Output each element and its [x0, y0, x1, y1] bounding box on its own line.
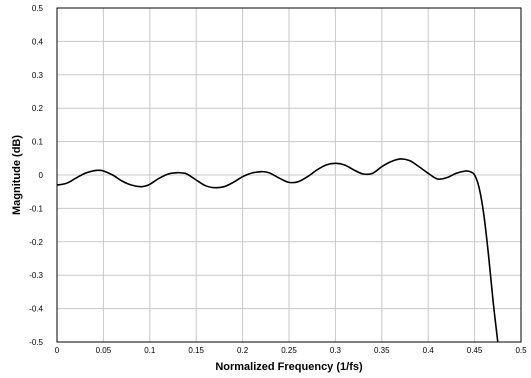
grid	[57, 8, 521, 342]
y-tick-label: 0.5	[32, 4, 44, 13]
x-tick-label: 0.45	[467, 346, 483, 355]
x-tick-label: 0.15	[188, 346, 204, 355]
y-tick-label: 0.3	[32, 71, 44, 80]
y-tick-label: 0	[39, 171, 44, 180]
y-tick-label: -0.3	[29, 271, 43, 280]
x-tick-labels: 0 0.05 0.1 0.15 0.2 0.25 0.3 0.35 0.4 0.45 0.5	[55, 346, 527, 355]
y-tick-label: -0.4	[29, 305, 43, 314]
x-tick-label: 0.25	[281, 346, 297, 355]
x-tick-label: 0.3	[330, 346, 342, 355]
y-tick-label: 0.4	[32, 37, 44, 46]
x-tick-label: 0.05	[96, 346, 112, 355]
y-tick-label: 0.2	[32, 104, 44, 113]
x-tick-label: 0.4	[423, 346, 435, 355]
series-group	[56, 158, 499, 343]
y-tick-label: -0.5	[29, 338, 43, 347]
x-tick-label: 0.2	[237, 346, 249, 355]
x-tick-label: 0	[55, 346, 60, 355]
y-tick-label: -0.2	[29, 238, 43, 247]
plot-frame	[56, 7, 522, 343]
y-tick-labels: 0.5 0.4 0.3 0.2 0.1 0 -0.1 -0.2 -0.3 -0.4 -0.5	[29, 4, 43, 347]
y-tick-label: 0.1	[32, 138, 44, 147]
series-line	[56, 158, 499, 343]
x-axis-label: Normalized Frequency (1/fs)	[215, 361, 363, 373]
y-tick-label: -0.1	[29, 204, 43, 213]
y-axis-label: Magnitude (dB)	[11, 135, 23, 215]
x-tick-label: 0.5	[515, 346, 527, 355]
x-tick-label: 0.35	[374, 346, 390, 355]
x-tick-label: 0.1	[144, 346, 156, 355]
